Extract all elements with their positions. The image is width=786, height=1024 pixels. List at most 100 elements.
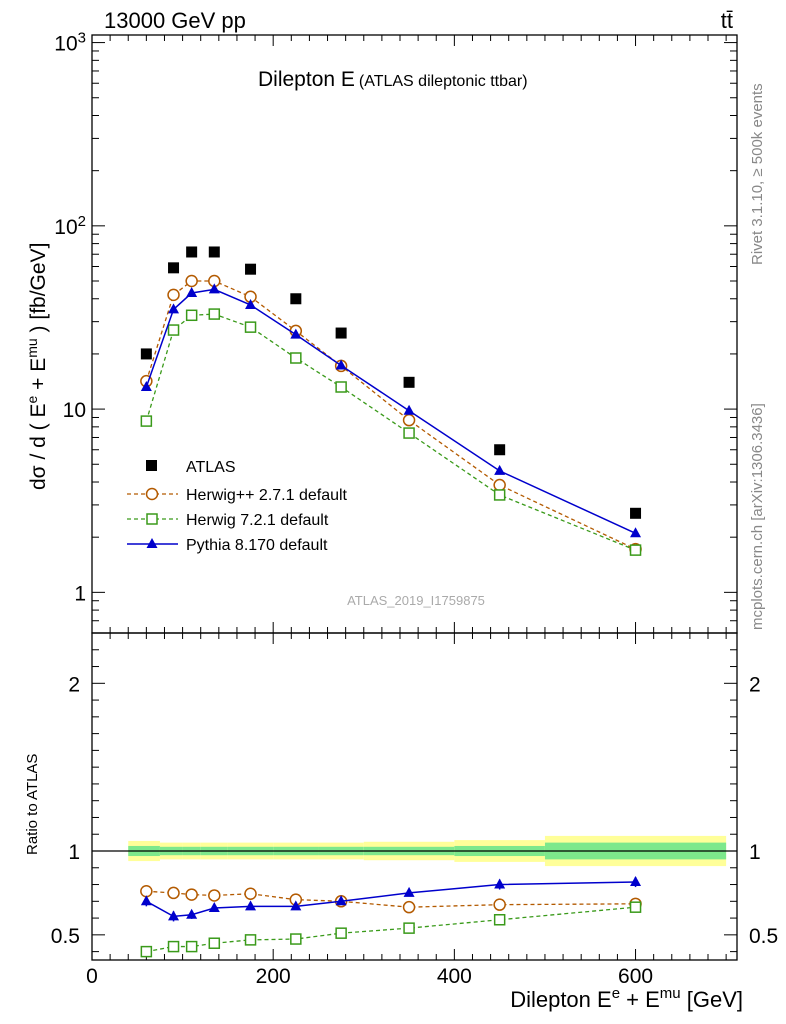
point-atlas [208,246,220,258]
ratio-point-herwigpp [244,887,257,901]
legend-atlas-label: ATLAS [186,459,236,476]
main-y-tick-label: 102 [54,213,86,239]
ratio-point-herwig7 [208,937,221,949]
legend-herwig7-label: Herwig 7.2.1 default [186,512,329,529]
legend-herwig7-marker [146,513,158,525]
point-herwig7 [290,352,302,364]
x-tick-label: 200 [256,965,291,988]
ratio-point-herwig7 [290,933,302,945]
ratio-series-herwig7 [140,901,642,958]
point-atlas [186,246,198,258]
point-pythia [335,359,347,370]
ratio-point-herwig7 [185,940,198,953]
point-atlas [245,263,257,275]
point-atlas [335,327,347,339]
point-herwigpp [402,413,416,427]
ratio-point-herwig7 [403,922,415,934]
rivet-label: Rivet 3.1.10, ≥ 500k events [749,83,766,265]
ratio-point-herwigpp [493,898,506,911]
analysis-id: ATLAS_2019_I1759875 [347,593,485,608]
ratio-point-pythia [290,900,302,911]
ratio-y-tick-label-right: 0.5 [749,925,778,948]
ratio-plot-frame [91,632,738,961]
ratio-point-herwig7 [629,901,642,913]
ratio-point-pythia [403,886,415,897]
point-herwig7 [140,415,153,427]
header-left: 13000 GeV pp [104,8,246,33]
ratio-point-herwigpp [140,884,153,898]
ratio-line-pythia [145,881,636,918]
point-pythia [168,303,180,314]
point-pythia [245,298,257,309]
main-y-tick-label: 1 [74,582,86,605]
point-herwig7 [167,324,180,336]
point-atlas [494,444,506,456]
ratio-point-pythia [494,878,506,889]
plot-layer: 0 200 400 600 1 10 102 103 0.5 0.5 1 1 2 2 [51,30,778,988]
ratio-y-tick-label: 0.5 [51,925,80,948]
point-herwigpp [167,288,180,302]
ratio-line-herwig7 [146,906,636,953]
point-atlas [290,293,302,305]
point-pythia [208,283,220,294]
main-title: Dilepton E (ATLAS dileptonic ttbar) [258,68,528,91]
ratio-point-pythia [140,895,152,906]
point-pythia [290,328,302,339]
point-pythia [140,380,152,391]
main-y-tick-label: 103 [54,30,86,56]
ratio-point-herwigpp [208,889,221,902]
ratio-point-pythia [186,908,198,919]
point-atlas [403,376,415,388]
series-line-herwigpp [145,280,636,550]
ratio-point-pythia [335,895,347,906]
ratio-y-tick-label-right: 1 [749,841,761,864]
point-pythia [186,287,198,298]
ratio-point-pythia [245,900,257,911]
series-line-herwig7 [145,313,636,551]
ratio-point-herwig7 [244,934,257,946]
point-herwig7 [244,321,257,333]
legend: ATLAS Herwig++ 2.7.1 default Herwig 7.2.… [127,459,348,554]
point-atlas [630,507,642,519]
ratio-point-pythia [168,910,180,921]
ratio-point-herwig7 [493,914,506,926]
ratio-point-pythia [208,902,220,913]
ratio-y-tick-label-right: 2 [749,673,761,696]
legend-pythia-label: Pythia 8.170 default [186,537,328,554]
ratio-y-tick-label: 2 [68,673,80,696]
x-axis-label: Dilepton Ee + Emu [GeV] [510,985,743,1012]
series-pythia [140,283,642,538]
ratio-point-herwig7 [140,945,153,958]
point-herwig7 [208,308,221,320]
main-y-label: dσ / d ( Ee + Emu ) [fb/GeV] [24,243,50,490]
x-tick-label: 600 [618,965,653,988]
main-title-text: Dilepton E [258,68,355,91]
x-tick-label: 0 [86,965,98,988]
point-atlas [140,348,152,360]
series-atlas [140,246,642,519]
series-herwig7 [140,308,642,556]
legend-atlas-marker [146,460,157,471]
header-right: tt̄ [721,8,733,33]
ratio-point-pythia [630,876,642,887]
ratio-point-herwigpp [185,888,198,901]
main-title-subtext: (ATLAS dileptonic ttbar) [359,73,528,90]
series-line-pythia [145,288,636,534]
legend-herwigpp-label: Herwig++ 2.7.1 default [186,487,348,504]
legend-herwigpp-marker [145,487,159,501]
ratio-point-herwigpp [167,886,180,900]
ratio-point-herwig7 [335,927,347,939]
ratio-series-pythia [140,876,642,922]
ratio-y-tick-label: 1 [68,841,80,864]
point-herwig7 [185,309,198,322]
main-y-tick-label: 10 [63,399,86,422]
point-herwigpp [493,478,506,492]
point-herwig7 [629,544,642,556]
mcplots-label: mcplots.cern.ch [arXiv:1306.3436] [749,403,766,630]
legend-pythia-marker [146,538,158,548]
x-tick-label: 400 [437,965,472,988]
point-pythia [630,527,642,538]
ratio-line-herwigpp [146,890,636,908]
point-atlas [168,262,180,274]
